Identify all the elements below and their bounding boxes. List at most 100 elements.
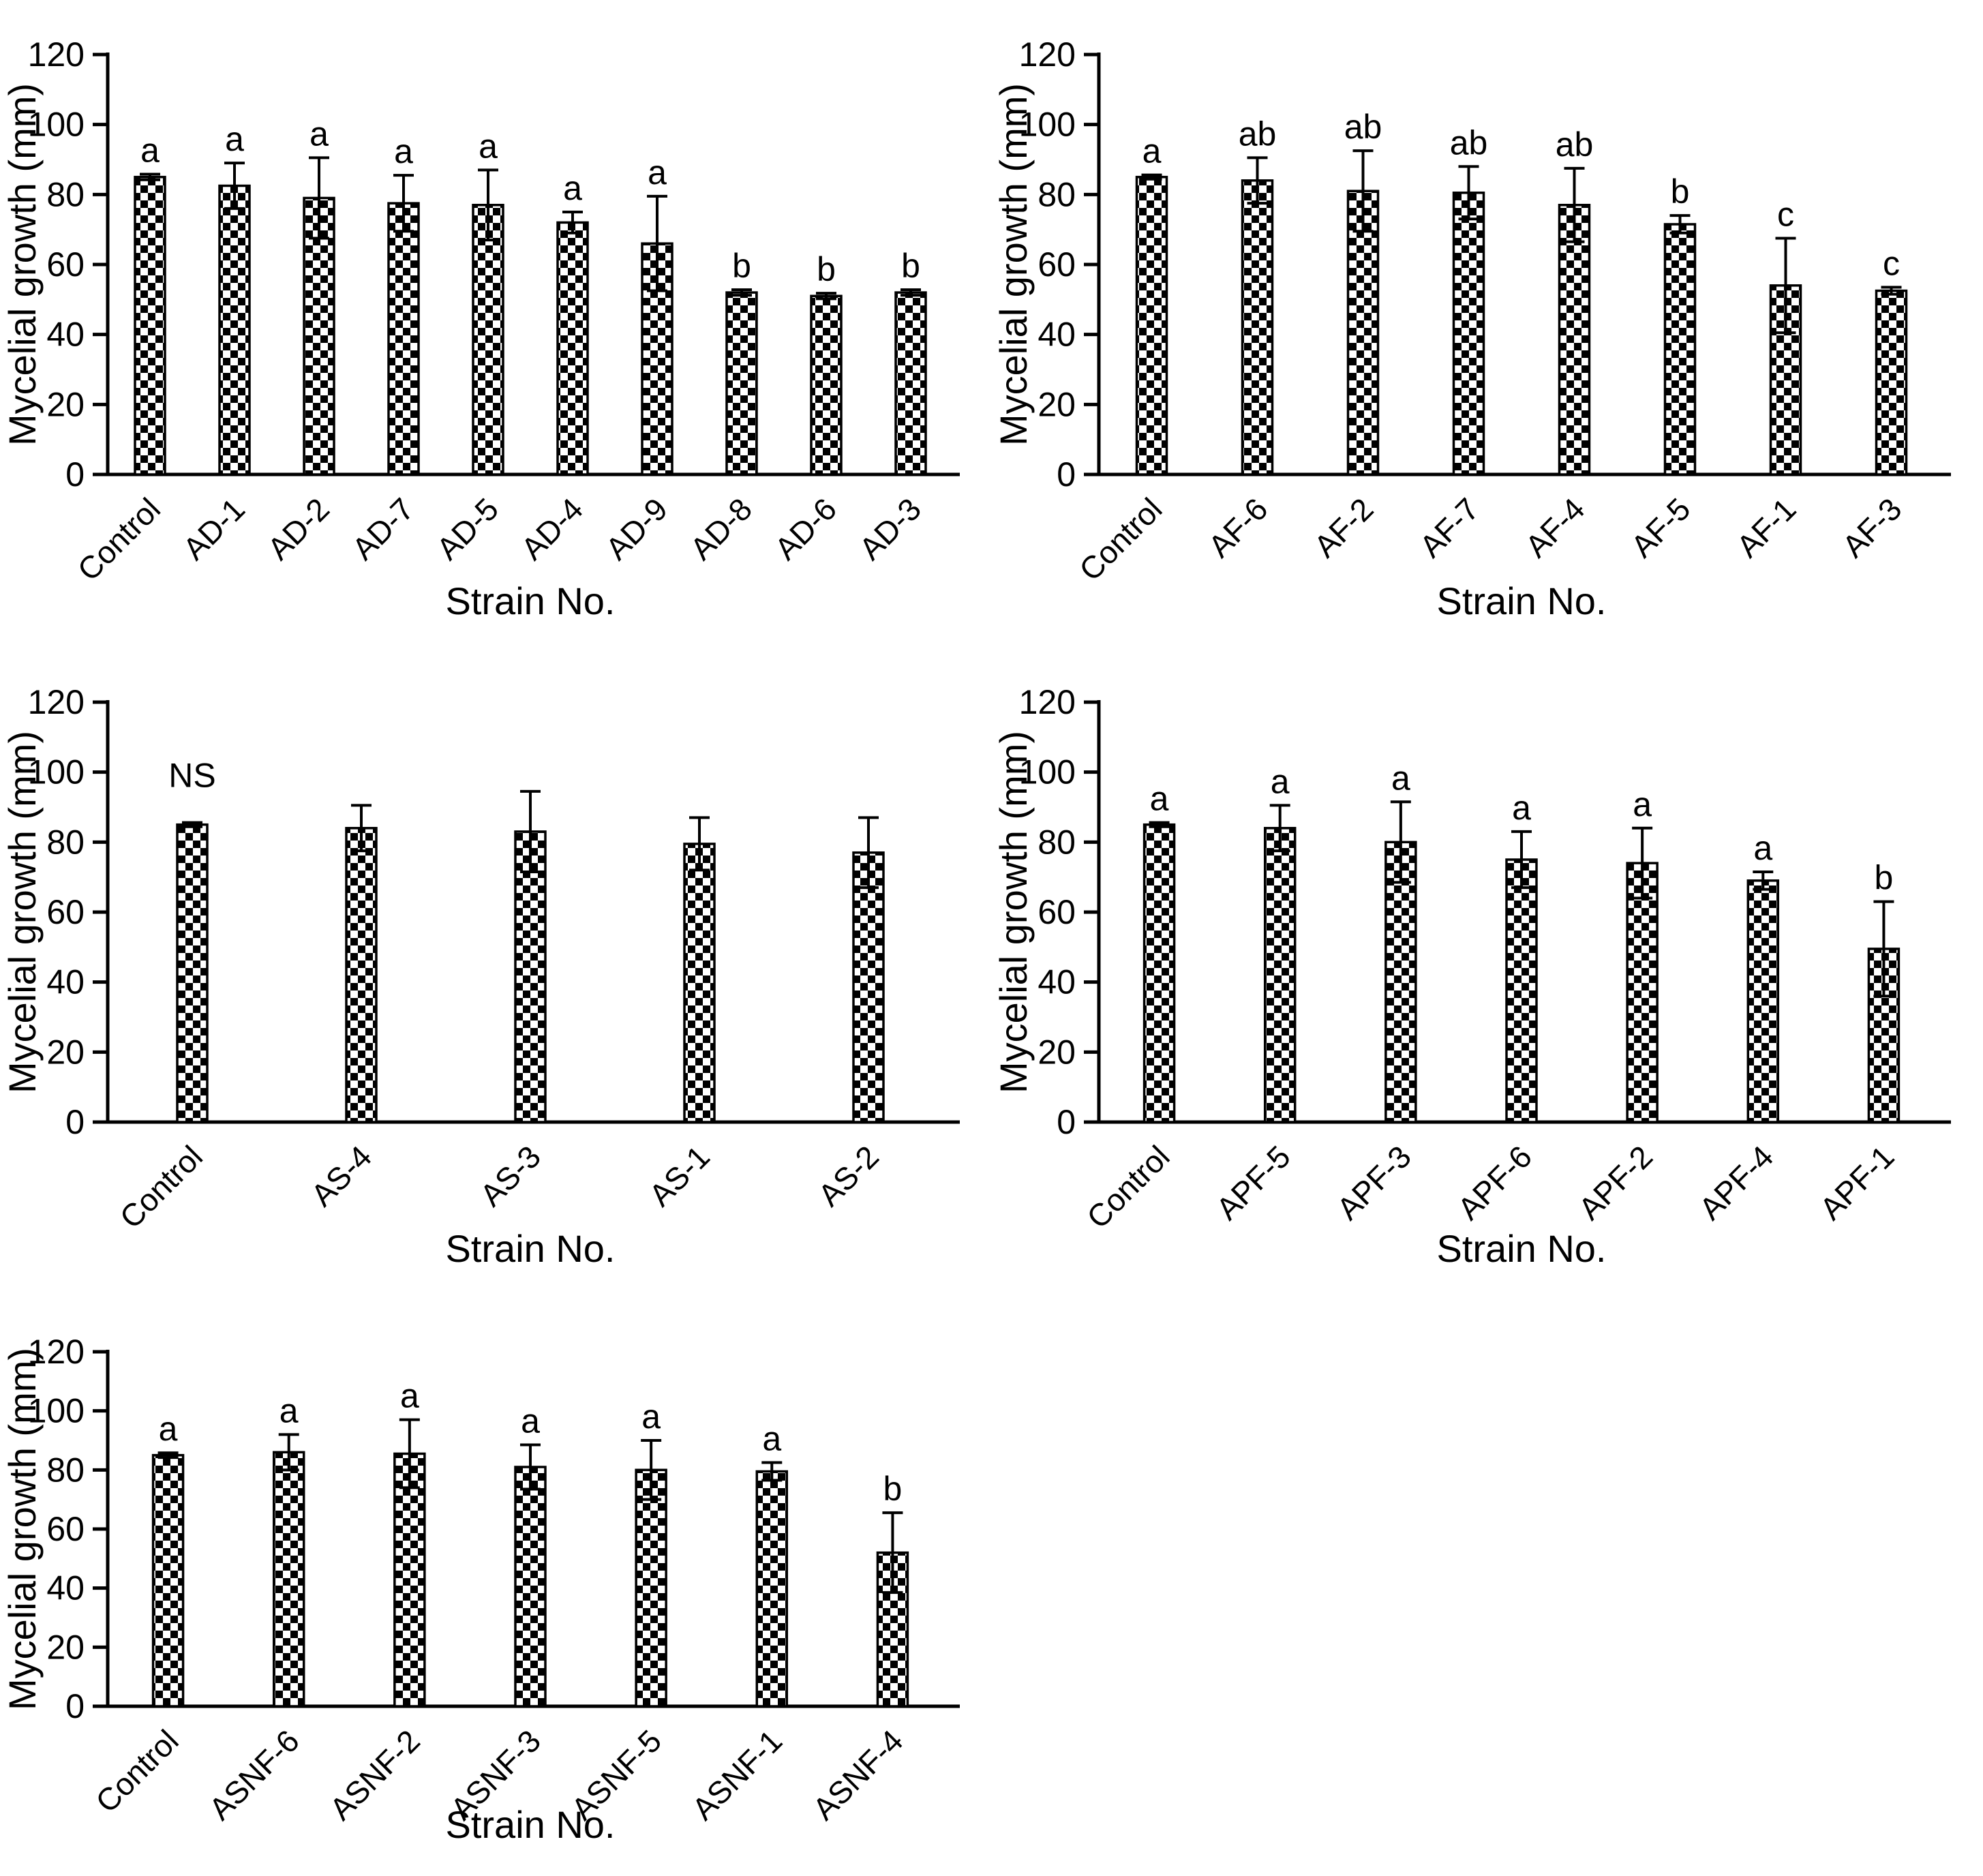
chart-af: 0 20 40 60 80 100 120 Mycelial growth (mm) a Cont…: [997, 5, 1978, 646]
x-tick-label: AD-1: [176, 491, 252, 566]
x-tick-label: AS-1: [642, 1138, 716, 1213]
bar-Control: [1142, 823, 1176, 1123]
bar-APF-2: [1626, 862, 1659, 1123]
significance-letter: c: [1777, 196, 1794, 234]
y-tick-label: 20: [46, 1628, 85, 1666]
bar-ASNF-3: [514, 1466, 547, 1708]
y-tick-label: 40: [46, 1569, 85, 1607]
y-tick-label: 20: [1038, 1033, 1076, 1071]
x-tick-label: APF-3: [1330, 1138, 1418, 1226]
x-tick-label: Control: [1072, 491, 1169, 588]
bar-AD-3: [894, 291, 927, 476]
x-tick-label: APF-4: [1692, 1138, 1780, 1226]
y-tick-label: 80: [46, 1451, 85, 1489]
bar-AF-4: [1558, 203, 1591, 476]
x-tick-label: AS-4: [304, 1138, 378, 1213]
chart-ad-canvas: 0 20 40 60 80 100 120 Mycelial growth (mm) a Cont…: [5, 35, 960, 622]
x-tick-label: Control: [89, 1723, 185, 1819]
y-tick-label: 20: [46, 1033, 85, 1071]
x-tick-label: AF-4: [1518, 491, 1591, 564]
significance-letter: c: [1883, 244, 1900, 282]
x-axis-title: Strain No.: [446, 1227, 616, 1270]
significance-letter: ab: [1239, 115, 1277, 153]
significance-letter: a: [563, 169, 582, 207]
y-tick-label: 60: [1038, 893, 1076, 931]
y-tick-label: 100: [28, 1392, 85, 1430]
bar-ASNF-1: [755, 1470, 789, 1708]
bar-AF-2: [1346, 190, 1380, 476]
x-tick-label: ASNF-6: [202, 1723, 305, 1826]
y-tick-label: 60: [46, 245, 85, 284]
y-tick-label: 40: [46, 963, 85, 1001]
x-tick-label: AD-7: [345, 491, 421, 566]
bar-AF-5: [1663, 223, 1697, 476]
y-tick-label: 60: [46, 893, 85, 931]
bar-APF-3: [1384, 841, 1417, 1123]
significance-letter: a: [641, 1397, 661, 1436]
x-tick-label: AD-5: [429, 491, 505, 566]
bar-Control: [134, 175, 166, 476]
x-axis-title: Strain No.: [446, 1803, 616, 1846]
x-tick-label: Control: [70, 491, 167, 588]
significance-letter: a: [279, 1391, 299, 1429]
significance-letter: b: [1875, 859, 1894, 897]
x-axis-title: Strain No.: [1437, 1227, 1607, 1270]
bar-APF-4: [1746, 879, 1780, 1123]
significance-letter: a: [521, 1402, 540, 1440]
y-tick-label: 100: [28, 753, 85, 791]
significance-letter: a: [394, 132, 413, 170]
x-tick-label: AF-2: [1307, 491, 1380, 564]
y-axis-title: Mycelial growth (mm): [5, 731, 44, 1093]
x-tick-label: AS-3: [473, 1138, 547, 1213]
y-tick-label: 80: [46, 823, 85, 861]
y-tick-label: 0: [65, 1103, 85, 1141]
y-tick-label: 0: [65, 1687, 85, 1725]
bar-AD-7: [387, 202, 420, 476]
y-tick-label: 80: [46, 175, 85, 213]
y-tick-label: 100: [1019, 753, 1076, 791]
bar-AS-2: [852, 851, 885, 1123]
x-tick-label: AD-9: [599, 491, 674, 566]
y-tick-label: 120: [1019, 683, 1076, 721]
bar-Control: [176, 823, 209, 1123]
bar-AD-6: [810, 294, 843, 476]
significance-letter: ab: [1450, 123, 1488, 162]
bar-AF-7: [1452, 192, 1485, 476]
bar-AD-5: [472, 203, 504, 476]
x-tick-label: AF-1: [1729, 491, 1802, 564]
x-axis-title: Strain No.: [1437, 579, 1607, 622]
y-tick-label: 120: [28, 683, 85, 721]
x-tick-label: AF-3: [1835, 491, 1908, 564]
significance-letter: b: [883, 1470, 903, 1508]
significance-letter: ab: [1344, 108, 1382, 146]
chart-as-canvas: 0 20 40 60 80 100 120 Mycelial growth (mm) NS Con…: [5, 683, 960, 1270]
y-tick-label: 40: [1038, 316, 1076, 354]
significance-letter: b: [732, 247, 751, 285]
y-tick-label: 80: [1038, 175, 1076, 213]
y-tick-label: 100: [28, 106, 85, 144]
chart-as: 0 20 40 60 80 100 120 Mycelial growth (mm) NS Con…: [5, 653, 987, 1294]
y-axis-title: Mycelial growth (mm): [5, 1348, 44, 1710]
bar-ASNF-5: [635, 1468, 667, 1708]
bar-AD-8: [725, 291, 758, 476]
significance-letter: a: [1633, 785, 1652, 823]
chart-apf: 0 20 40 60 80 100 120 Mycelial growth (mm) a Cont…: [997, 653, 1978, 1294]
significance-letter: a: [479, 127, 498, 165]
chart-apf-canvas: 0 20 40 60 80 100 120 Mycelial growth (mm) a Cont…: [997, 683, 1951, 1270]
bar-APF-6: [1505, 858, 1538, 1123]
x-tick-label: Control: [1080, 1138, 1177, 1235]
y-axis-title: Mycelial growth (mm): [997, 83, 1035, 446]
significance-letter: NS: [168, 757, 215, 795]
y-tick-label: 60: [1038, 245, 1076, 284]
significance-letter: b: [901, 247, 920, 285]
significance-letter: a: [1271, 762, 1290, 800]
bar-AS-1: [683, 843, 716, 1123]
significance-letter: b: [817, 250, 836, 288]
significance-letter: a: [1391, 759, 1410, 797]
y-tick-label: 40: [1038, 963, 1076, 1001]
bar-AS-4: [345, 827, 378, 1123]
y-tick-label: 100: [1019, 106, 1076, 144]
bar-Control: [151, 1453, 185, 1708]
y-tick-label: 120: [28, 1333, 85, 1371]
significance-letter: a: [225, 120, 244, 158]
